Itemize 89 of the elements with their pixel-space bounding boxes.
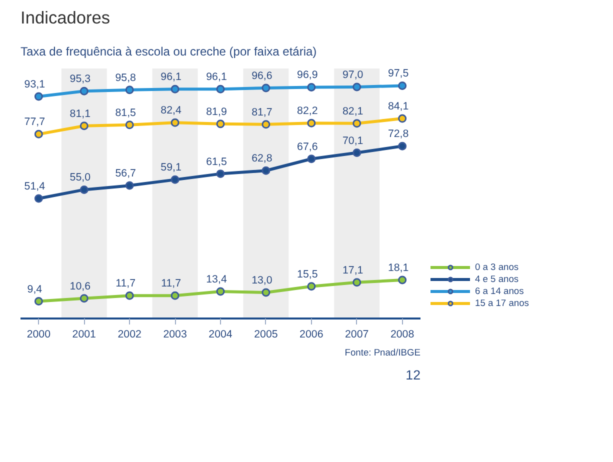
point: [398, 114, 407, 123]
data-label: 81,7: [252, 106, 272, 118]
point: [80, 86, 88, 96]
point: [80, 294, 88, 303]
point: [216, 84, 225, 94]
legend-label: 15 a 17 anos: [475, 298, 529, 308]
point: [170, 291, 180, 300]
legend-label: 4 e 5 anos: [475, 274, 519, 284]
point: [125, 120, 134, 130]
data-label: 62,8: [252, 152, 272, 165]
point: [262, 166, 270, 175]
data-label: 81,9: [206, 106, 227, 118]
point: [307, 118, 316, 128]
point: [34, 194, 43, 203]
data-label: 18,1: [388, 262, 409, 274]
data-label: 9,4: [27, 283, 42, 296]
chart-subtitle: Taxa de frequência à escola ou creche (por faixa etária): [20, 44, 317, 58]
data-label: 10,6: [70, 280, 91, 292]
data-label: 82,2: [297, 105, 318, 118]
data-label: 13,4: [206, 273, 227, 286]
x-tick-label: 2003: [163, 328, 187, 340]
point: [125, 291, 134, 300]
data-label: 97,5: [388, 68, 409, 80]
point: [125, 86, 134, 94]
point: [80, 122, 88, 130]
point: [352, 82, 362, 92]
data-label: 82,4: [160, 104, 182, 117]
text: 12: [406, 368, 421, 382]
point: [34, 297, 43, 306]
data-label: 96,1: [206, 71, 227, 84]
source-note: Fonte: Pnad/IBGE: [344, 348, 421, 358]
data-label: 82,1: [342, 105, 364, 118]
data-label: 15,5: [297, 268, 318, 280]
data-label: 72,8: [388, 128, 409, 140]
point: [262, 288, 270, 297]
data-label: 55,0: [70, 172, 91, 184]
x-tick-label: 2007: [345, 328, 369, 340]
point: [262, 84, 270, 92]
point: [307, 282, 316, 291]
data-label: 96,6: [252, 70, 272, 82]
x-tick-label: 2005: [254, 328, 278, 340]
chart-title: Indicadores: [20, 8, 110, 28]
x-tick-label: 2002: [118, 328, 142, 340]
x-tick-label: 2008: [390, 328, 414, 340]
data-label: 70,1: [342, 134, 364, 147]
data-label: 81,1: [70, 108, 91, 120]
data-label: 17,1: [342, 264, 364, 276]
data-label: 84,1: [388, 100, 409, 113]
point: [398, 276, 407, 284]
data-label: 67,6: [297, 140, 318, 153]
x-tick-label: 2000: [26, 328, 51, 340]
x-tick-label: 2006: [300, 328, 324, 340]
data-label: 56,7: [115, 168, 136, 180]
x-tick-label: 2001: [72, 328, 96, 340]
point: [398, 82, 407, 90]
point: [34, 130, 43, 138]
x-tick-label: 2004: [208, 328, 232, 340]
point: [398, 142, 407, 150]
legend-label: 0 a 3 anos: [475, 262, 519, 272]
data-label: 51,4: [24, 180, 46, 193]
point: [34, 92, 43, 101]
point: [352, 148, 362, 158]
point: [307, 82, 316, 92]
data-label: 11,7: [161, 278, 182, 290]
data-label: 61,5: [206, 156, 227, 168]
point: [216, 120, 225, 128]
point: [262, 120, 270, 129]
point: [170, 118, 180, 127]
data-label: 93,1: [24, 78, 46, 91]
data-label: 13,0: [252, 274, 272, 286]
data-label: 97,0: [342, 68, 364, 81]
data-label: 77,7: [24, 116, 46, 128]
point: [125, 181, 134, 190]
point: [170, 84, 180, 94]
data-label: 95,8: [115, 72, 136, 84]
data-label: 11,7: [116, 278, 136, 290]
point: [170, 175, 180, 184]
point: [216, 287, 225, 296]
data-label: 59,1: [160, 162, 182, 174]
point: [216, 170, 225, 178]
data-label: 96,1: [160, 71, 182, 84]
data-label: 96,9: [297, 69, 318, 82]
point: [80, 185, 88, 194]
point: [307, 154, 316, 164]
data-label: 95,3: [70, 73, 91, 86]
point: [352, 278, 362, 287]
data-label: 81,5: [115, 106, 136, 119]
legend-label: 6 a 14 anos: [475, 286, 524, 296]
point: [352, 119, 362, 128]
